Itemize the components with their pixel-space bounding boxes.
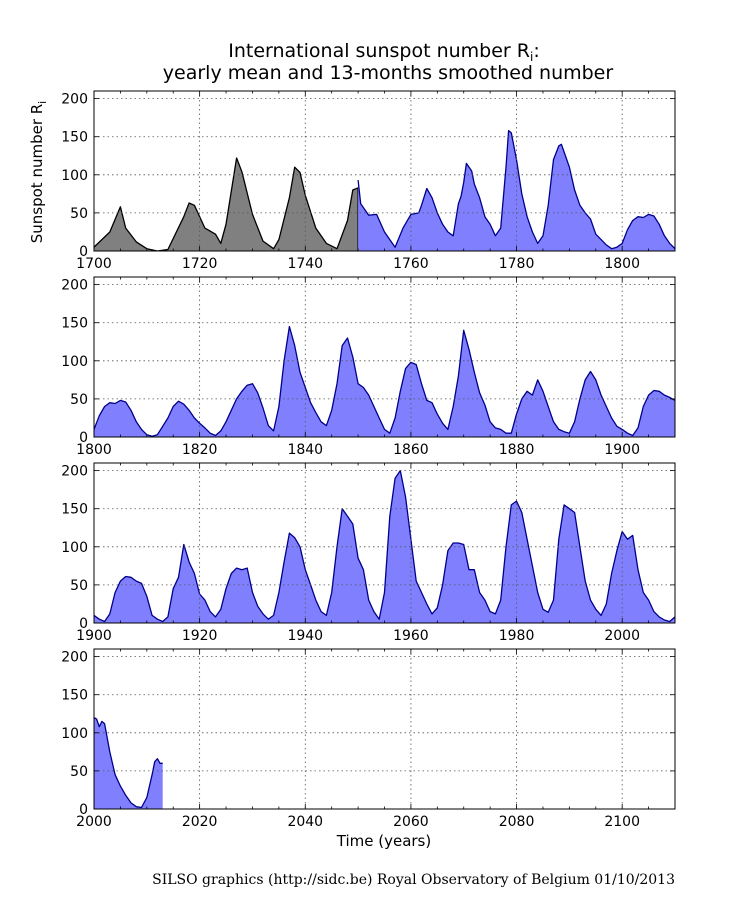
- x-tick-label: 1800: [76, 442, 112, 458]
- y-tick-label: 100: [61, 168, 88, 184]
- y-tick-label: 200: [61, 650, 88, 666]
- panel-3-plot-area: [94, 469, 675, 623]
- panel-4-series-1-area: [94, 717, 163, 809]
- y-tick-label: 50: [70, 578, 88, 594]
- y-tick-label: 200: [61, 92, 88, 108]
- x-tick-label: 2080: [499, 814, 535, 830]
- x-tick-label: 2000: [604, 628, 640, 644]
- x-tick-label: 1880: [499, 442, 535, 458]
- x-tick-label: 1800: [604, 256, 640, 272]
- x-tick-label: 2020: [182, 814, 218, 830]
- x-tick-label: 2000: [76, 814, 112, 830]
- x-tick-label: 1760: [393, 256, 429, 272]
- panel-2-frame: [93, 276, 676, 438]
- chart-title-line1: International sunspot number Ri:: [228, 40, 540, 64]
- x-tick-label: 1780: [499, 256, 535, 272]
- x-tick-label: 1720: [182, 256, 218, 272]
- y-tick-label: 50: [70, 206, 88, 222]
- y-tick-label: 0: [79, 802, 88, 818]
- x-tick-label: 1940: [287, 628, 323, 644]
- panel-4-series-1-line: [94, 717, 163, 809]
- x-tick-label: 1980: [499, 628, 535, 644]
- y-axis-label: Sunspot number Ri: [28, 101, 49, 244]
- x-tick-label: 1860: [393, 442, 429, 458]
- x-tick-label: 1700: [76, 256, 112, 272]
- y-tick-label: 150: [61, 316, 88, 332]
- panel-4: 0 50 100 150 200 2000 2020 2040 2060 2080 2100: [61, 648, 676, 830]
- credit-line: SILSO graphics (http://sidc.be) Royal Ob…: [152, 872, 675, 888]
- y-axis-label-subscript: i: [36, 101, 49, 104]
- chart-title-line2: yearly mean and 13-months smoothed numbe…: [163, 62, 614, 84]
- x-tick-label: 1900: [76, 628, 112, 644]
- x-tick-label: 2040: [287, 814, 323, 830]
- y-tick-label: 150: [61, 688, 88, 704]
- y-tick-label: 50: [70, 764, 88, 780]
- y-tick-label: 0: [79, 616, 88, 632]
- x-tick-label: 1840: [287, 442, 323, 458]
- panel-3-frame: [93, 462, 676, 624]
- panel-1-frame: [93, 90, 676, 252]
- y-tick-label: 0: [79, 430, 88, 446]
- panel-2: 0 50 100 150 200 1800 1820 1840 1860 1880 1900: [61, 276, 676, 458]
- panel-1-plot-area: [94, 129, 675, 251]
- x-tick-label: 1740: [287, 256, 323, 272]
- x-tick-label: 1820: [182, 442, 218, 458]
- x-tick-label: 2060: [393, 814, 429, 830]
- panel-4-plot-area: [94, 717, 163, 809]
- x-tick-label: 1900: [604, 442, 640, 458]
- panel-1: 0 50 100 150 200 1700 1720 1740 1760 1780 1800: [61, 90, 676, 272]
- y-tick-label: 100: [61, 354, 88, 370]
- panel-3: 0 50 100 150 200 1900 1920 1940 1960 1980 2000: [61, 462, 676, 644]
- y-tick-label: 0: [79, 244, 88, 260]
- panel-2-plot-area: [94, 325, 675, 437]
- panel-4-frame: [93, 648, 676, 810]
- y-tick-label: 200: [61, 278, 88, 294]
- y-tick-label: 100: [61, 540, 88, 556]
- panel-2-series-1-area: [94, 326, 675, 437]
- panel-3-series-1-area: [94, 470, 675, 623]
- y-tick-label: 150: [61, 130, 88, 146]
- panel-2-series-1-line: [94, 325, 675, 437]
- y-tick-label: 150: [61, 502, 88, 518]
- x-tick-label: 1960: [393, 628, 429, 644]
- y-tick-label: 200: [61, 464, 88, 480]
- x-axis-label: Time (years): [336, 832, 431, 850]
- panel-1-series-1-area: [94, 158, 359, 251]
- y-tick-label: 50: [70, 392, 88, 408]
- x-tick-label: 2100: [604, 814, 640, 830]
- y-tick-label: 100: [61, 726, 88, 742]
- chart-title-subscript: i: [530, 50, 533, 64]
- x-tick-label: 1920: [182, 628, 218, 644]
- panel-3-series-1-line: [94, 469, 675, 623]
